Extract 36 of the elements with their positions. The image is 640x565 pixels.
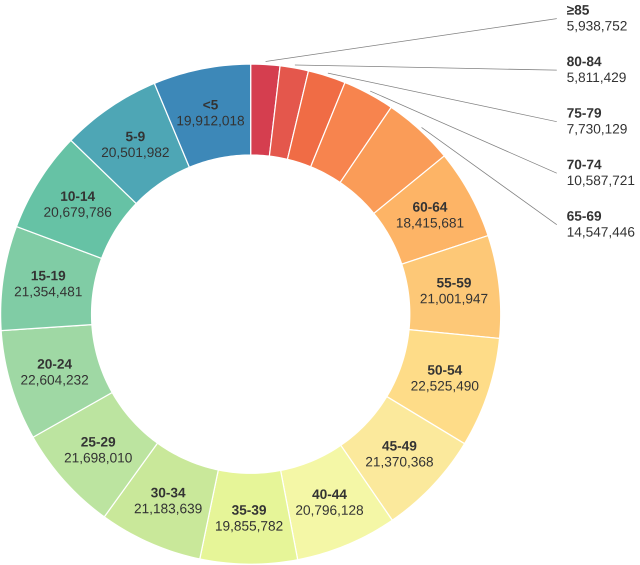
data-label: 21,183,639 bbox=[134, 504, 202, 516]
data-label: 5,811,429 bbox=[567, 72, 626, 84]
slice-label: 80-84 bbox=[567, 56, 602, 66]
data-label: 22,604,232 bbox=[21, 375, 88, 386]
data-label: 10,587,721 bbox=[568, 176, 634, 187]
data-label: 22,525,490 bbox=[411, 381, 478, 392]
slice-label: 30-34 bbox=[151, 488, 186, 498]
data-label: 21,354,481 bbox=[14, 286, 82, 298]
slice-label: 40-44 bbox=[312, 489, 347, 500]
slice-label: 25-29 bbox=[81, 437, 116, 447]
slice-label: 45-49 bbox=[382, 441, 416, 451]
slice-label: 65-69 bbox=[567, 211, 602, 221]
data-label: 19,912,018 bbox=[177, 116, 244, 128]
data-label: 20,679,786 bbox=[44, 207, 112, 219]
data-label: 21,370,368 bbox=[366, 457, 433, 468]
data-label: 7,730,129 bbox=[567, 124, 627, 136]
data-label: 21,698,010 bbox=[64, 452, 132, 464]
data-label: 20,501,982 bbox=[102, 148, 169, 159]
slice-label: 75-79 bbox=[567, 108, 602, 118]
data-label: 18,415,681 bbox=[396, 218, 464, 230]
slice-label: 60-64 bbox=[413, 202, 448, 212]
data-label: 19,855,782 bbox=[216, 521, 282, 532]
data-label: 20,796,128 bbox=[296, 505, 364, 517]
slice-label: 5-9 bbox=[126, 132, 145, 142]
slice-label: 10-14 bbox=[61, 191, 96, 202]
slice-label: 15-19 bbox=[32, 270, 66, 281]
slice-label: 55-59 bbox=[436, 278, 471, 288]
slice-label: 50-54 bbox=[428, 365, 462, 375]
slice-label: 20-24 bbox=[38, 359, 72, 369]
slice-label: 70-74 bbox=[567, 160, 602, 170]
data-label: 21,001,947 bbox=[420, 294, 488, 306]
data-label: 5,938,752 bbox=[567, 21, 627, 32]
slice-label: ≥85 bbox=[567, 5, 589, 15]
data-label: 14,547,446 bbox=[568, 227, 634, 238]
slice-label: 35-39 bbox=[232, 505, 266, 515]
slice-label: <5 bbox=[203, 100, 218, 110]
